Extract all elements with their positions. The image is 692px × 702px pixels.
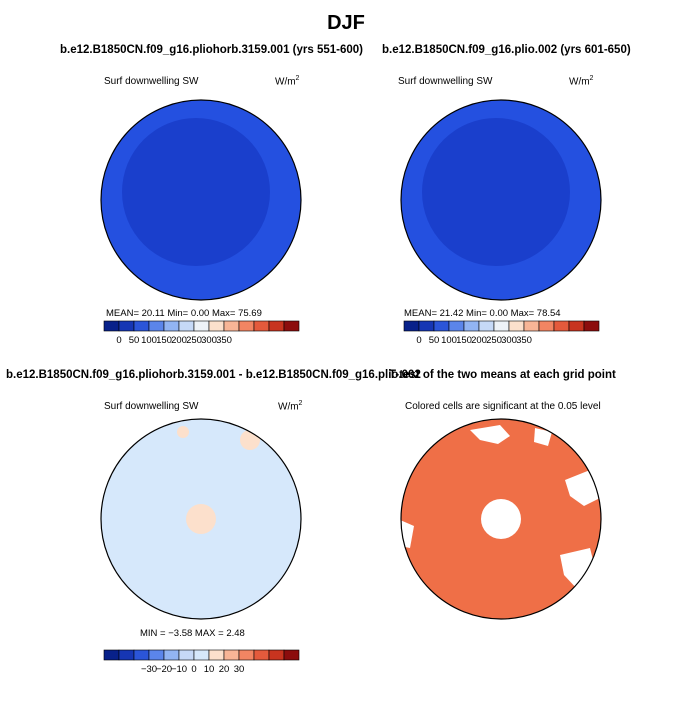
colorbar-cell bbox=[238, 320, 255, 332]
colorbar-cell bbox=[193, 649, 210, 661]
colorbar-cell bbox=[463, 320, 480, 332]
stats-top-right: MEAN= 21.42 Min= 0.00 Max= 78.54 bbox=[404, 308, 561, 319]
colorbar-bottom-left: −30−20−10 0 10 20 30 bbox=[103, 649, 300, 675]
variable-label-top-right: Surf downwelling SW bbox=[398, 76, 493, 87]
colorbar-tick-label: 10 bbox=[204, 664, 215, 675]
colorbar-cell bbox=[208, 649, 225, 661]
colorbar-cell bbox=[223, 649, 240, 661]
colorbar-cell bbox=[253, 320, 270, 332]
map-top-left bbox=[100, 99, 302, 301]
colorbar-cell bbox=[193, 320, 210, 332]
colorbar-tick-label: 100 bbox=[141, 335, 157, 346]
colorbar-cell bbox=[133, 649, 150, 661]
colorbar-cell bbox=[103, 320, 120, 332]
colorbar-tick-label: −20 bbox=[156, 664, 172, 675]
map-top-right bbox=[400, 99, 602, 301]
colorbar-tick-label: 20 bbox=[219, 664, 230, 675]
colorbar-cell bbox=[568, 320, 585, 332]
colorbar-cell bbox=[523, 320, 540, 332]
ttest-subtitle: Colored cells are significant at the 0.0… bbox=[405, 401, 601, 412]
colorbar-cell bbox=[118, 320, 135, 332]
units-label-top-right: W/m2 bbox=[569, 75, 594, 88]
colorbar-tick-label: 150 bbox=[156, 335, 172, 346]
colorbar-cell bbox=[148, 320, 165, 332]
colorbar-cell bbox=[418, 320, 435, 332]
colorbar-tick-label: 250 bbox=[486, 335, 502, 346]
panel-title-top-left: b.e12.B1850CN.f09_g16.pliohorb.3159.001 … bbox=[60, 44, 363, 56]
colorbar-cell bbox=[403, 320, 420, 332]
colorbar-cell bbox=[268, 320, 285, 332]
colorbar-cell bbox=[238, 649, 255, 661]
colorbar-tick-label: 50 bbox=[129, 335, 140, 346]
colorbar-tick-label: 200 bbox=[171, 335, 187, 346]
colorbar-tick-label: 0 bbox=[191, 664, 196, 675]
colorbar-top-left: 0 50 100 150 200 250 300 350 bbox=[103, 320, 300, 346]
colorbar-cell bbox=[148, 649, 165, 661]
colorbar-cell bbox=[493, 320, 510, 332]
colorbar-cell bbox=[508, 320, 525, 332]
colorbar-tick-label: 300 bbox=[201, 335, 217, 346]
positive-difference-patch bbox=[186, 504, 216, 534]
units-label-bottom-left: W/m2 bbox=[278, 400, 303, 413]
colorbar-tick-label: 350 bbox=[216, 335, 232, 346]
colorbar-tick-label: 100 bbox=[441, 335, 457, 346]
map-bottom-left bbox=[100, 418, 302, 620]
colorbar-cell bbox=[553, 320, 570, 332]
variable-label-bottom-left: Surf downwelling SW bbox=[104, 401, 199, 412]
colorbar-tick-label: 0 bbox=[116, 335, 121, 346]
colorbar-cell bbox=[163, 649, 180, 661]
colorbar-tick-label: 0 bbox=[416, 335, 421, 346]
panel-title-bottom-left: b.e12.B1850CN.f09_g16.pliohorb.3159.001 … bbox=[6, 369, 421, 381]
colorbar-cell bbox=[178, 649, 195, 661]
units-label-top-left: W/m2 bbox=[275, 75, 300, 88]
stats-top-left: MEAN= 20.11 Min= 0.00 Max= 75.69 bbox=[106, 308, 262, 319]
map-bottom-right bbox=[400, 418, 602, 620]
colorbar-tick-label: 350 bbox=[516, 335, 532, 346]
panel-title-top-right: b.e12.B1850CN.f09_g16.plio.002 (yrs 601-… bbox=[382, 44, 631, 56]
colorbar-tick-label: 30 bbox=[234, 664, 245, 675]
colorbar-cell bbox=[538, 320, 555, 332]
stats-bottom-left: MIN = −3.58 MAX = 2.48 bbox=[140, 628, 245, 639]
colorbar-cell bbox=[433, 320, 450, 332]
colorbar-top-right: 0 50 100 150 200 250 300 350 bbox=[403, 320, 600, 346]
colorbar-tick-label: 250 bbox=[186, 335, 202, 346]
colorbar-cell bbox=[163, 320, 180, 332]
colorbar-cell bbox=[268, 649, 285, 661]
colorbar-cell bbox=[118, 649, 135, 661]
variable-label-top-left: Surf downwelling SW bbox=[104, 76, 199, 87]
colorbar-cell bbox=[283, 320, 300, 332]
colorbar-cell bbox=[133, 320, 150, 332]
colorbar-tick-label: 300 bbox=[501, 335, 517, 346]
panel-title-bottom-right: T-test of the two means at each grid poi… bbox=[389, 369, 616, 381]
colorbar-cell bbox=[478, 320, 495, 332]
colorbar-tick-label: 150 bbox=[456, 335, 472, 346]
colorbar-cell bbox=[583, 320, 600, 332]
page-title: DJF bbox=[327, 12, 365, 34]
colorbar-cell bbox=[208, 320, 225, 332]
colorbar-cell bbox=[283, 649, 300, 661]
colorbar-cell bbox=[103, 649, 120, 661]
colorbar-tick-label: 50 bbox=[429, 335, 440, 346]
colorbar-cell bbox=[223, 320, 240, 332]
colorbar-tick-label: −30 bbox=[141, 664, 157, 675]
colorbar-tick-label: −10 bbox=[171, 664, 187, 675]
colorbar-cell bbox=[178, 320, 195, 332]
colorbar-cell bbox=[448, 320, 465, 332]
colorbar-tick-label: 200 bbox=[471, 335, 487, 346]
colorbar-cell bbox=[253, 649, 270, 661]
